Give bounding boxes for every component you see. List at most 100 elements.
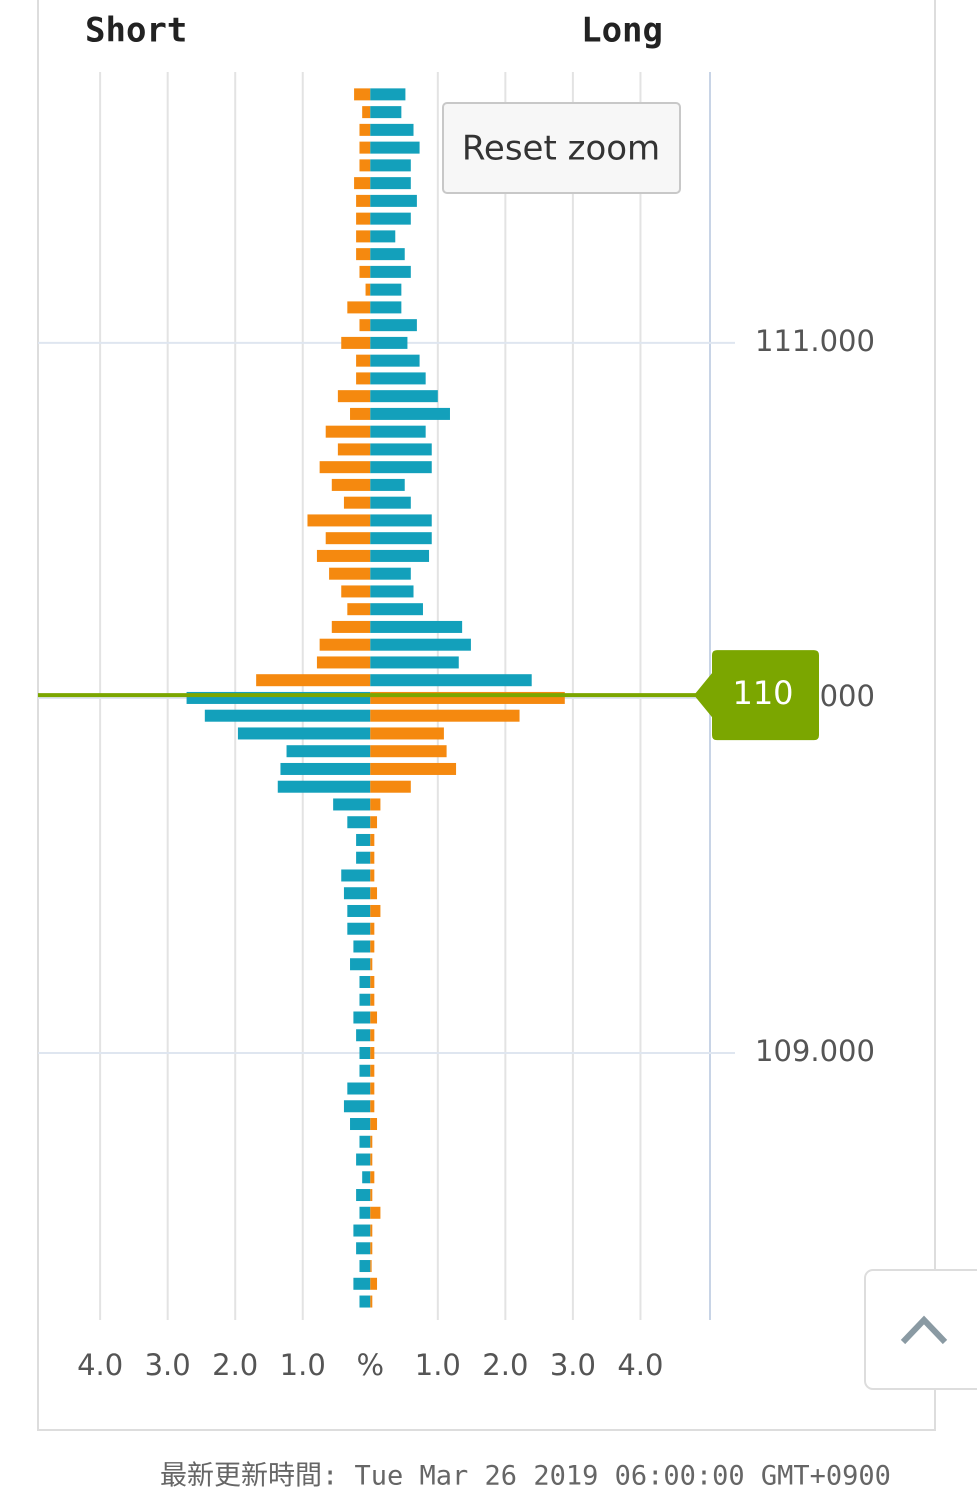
short-bar [347,603,371,616]
long-bar [370,443,432,456]
x-tick-label: 1.0 [280,1348,326,1382]
long-bar [370,709,520,722]
short-bar [356,372,371,385]
short-bar [359,1135,371,1148]
short-bar [316,549,371,562]
x-tick-label: 4.0 [617,1348,663,1382]
chart-frame [37,0,936,1431]
long-bar [370,922,375,935]
current-price-tag [694,650,819,741]
long-bar [370,88,406,101]
long-bar [370,993,375,1006]
long-bar [370,1171,375,1184]
short-bar [307,514,371,527]
short-title: Short [85,11,187,51]
short-bar [325,532,371,545]
long-bar [370,620,463,633]
short-bar [359,159,371,172]
long-bar [370,1242,373,1255]
long-bar [370,869,375,882]
short-bar [359,1295,371,1308]
x-tick-label: 1.0 [415,1348,461,1382]
long-bar [370,727,444,740]
short-bar [343,1100,371,1113]
short-bar [353,1011,371,1024]
short-bar [353,940,371,953]
long-title: Long [581,11,663,51]
long-bar [370,745,447,758]
short-bar [277,780,371,793]
long-bar [370,1277,378,1290]
long-bar [370,567,411,580]
long-bar [370,354,420,367]
long-bar [370,1153,373,1166]
short-bar [350,958,371,971]
long-bar [370,833,375,846]
scroll-top-button[interactable] [864,1269,977,1390]
short-bar [359,123,371,136]
long-bar [370,656,459,669]
short-bar [280,762,371,775]
reset-zoom-label[interactable]: Reset zoom [462,129,660,169]
short-bar [356,230,371,243]
short-bar [347,1082,371,1095]
x-tick-label: 3.0 [550,1348,596,1382]
long-bar [370,372,426,385]
long-bar [370,461,432,474]
long-bar [370,141,420,154]
long-bar [370,904,381,917]
long-bar [370,851,375,864]
short-bar [359,993,371,1006]
short-bar [356,851,371,864]
short-bar [359,1064,371,1077]
reset-zoom-button[interactable]: Reset zoom [442,102,681,194]
short-bar [353,1277,371,1290]
short-bar [359,141,371,154]
long-bar [370,177,411,190]
short-bar [359,975,371,988]
short-bar [350,1118,371,1131]
long-bar [370,425,426,438]
long-bar [370,1206,381,1219]
short-bar [347,904,371,917]
button-bg[interactable] [442,102,681,194]
long-bar [370,336,408,349]
long-bar [370,762,457,775]
short-bar [331,620,371,633]
short-bar [350,407,371,420]
short-bar [354,88,371,101]
long-bar [370,958,373,971]
long-bar [370,638,471,651]
x-tick-label: 2.0 [482,1348,528,1382]
long-bar [370,674,532,687]
long-bar [370,212,411,225]
short-bar [359,1047,371,1060]
short-bar [319,461,371,474]
long-bar [370,1224,373,1237]
y-tick-label: 111.000 [755,324,875,358]
long-bar [370,123,414,136]
long-bar [370,1047,375,1060]
long-bar [370,887,378,900]
long-bar [370,780,411,793]
short-bar [356,1029,371,1042]
short-bar [359,265,371,278]
long-bar [370,816,378,829]
short-bar [365,283,371,296]
short-bar [341,585,371,598]
x-tick-label: 4.0 [77,1348,123,1382]
short-bar [356,194,371,207]
long-bar [370,1189,373,1202]
short-bar [347,301,371,314]
long-bar [370,319,417,332]
short-bar [333,798,371,811]
long-bar [370,248,405,261]
chevron-icon[interactable] [900,1315,948,1345]
short-bar [354,177,371,190]
short-bar [347,922,371,935]
long-bar [370,798,381,811]
long-bar [370,532,432,545]
scroll-top-bg[interactable] [864,1269,977,1390]
short-bar [359,319,371,332]
